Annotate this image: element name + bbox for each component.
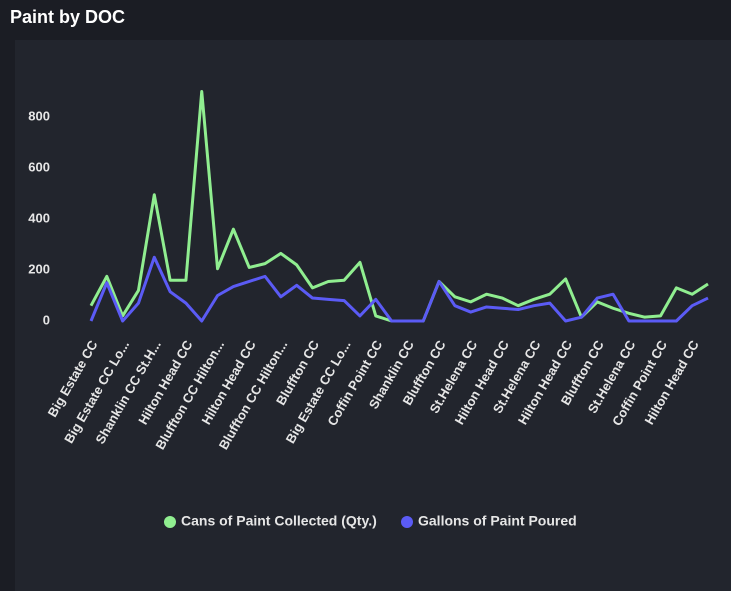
legend-marker (401, 516, 413, 528)
y-tick-label: 200 (28, 261, 50, 276)
chart-title: Paint by DOC (10, 7, 125, 27)
legend-label: Cans of Paint Collected (Qty.) (181, 513, 377, 529)
legend-label: Gallons of Paint Poured (418, 513, 577, 529)
y-tick-label: 400 (28, 210, 50, 225)
y-tick-label: 0 (43, 312, 50, 327)
card (15, 40, 731, 591)
series-line (89, 255, 709, 323)
legend-marker (164, 516, 176, 528)
y-tick-label: 800 (28, 108, 50, 123)
y-tick-label: 600 (28, 159, 50, 174)
